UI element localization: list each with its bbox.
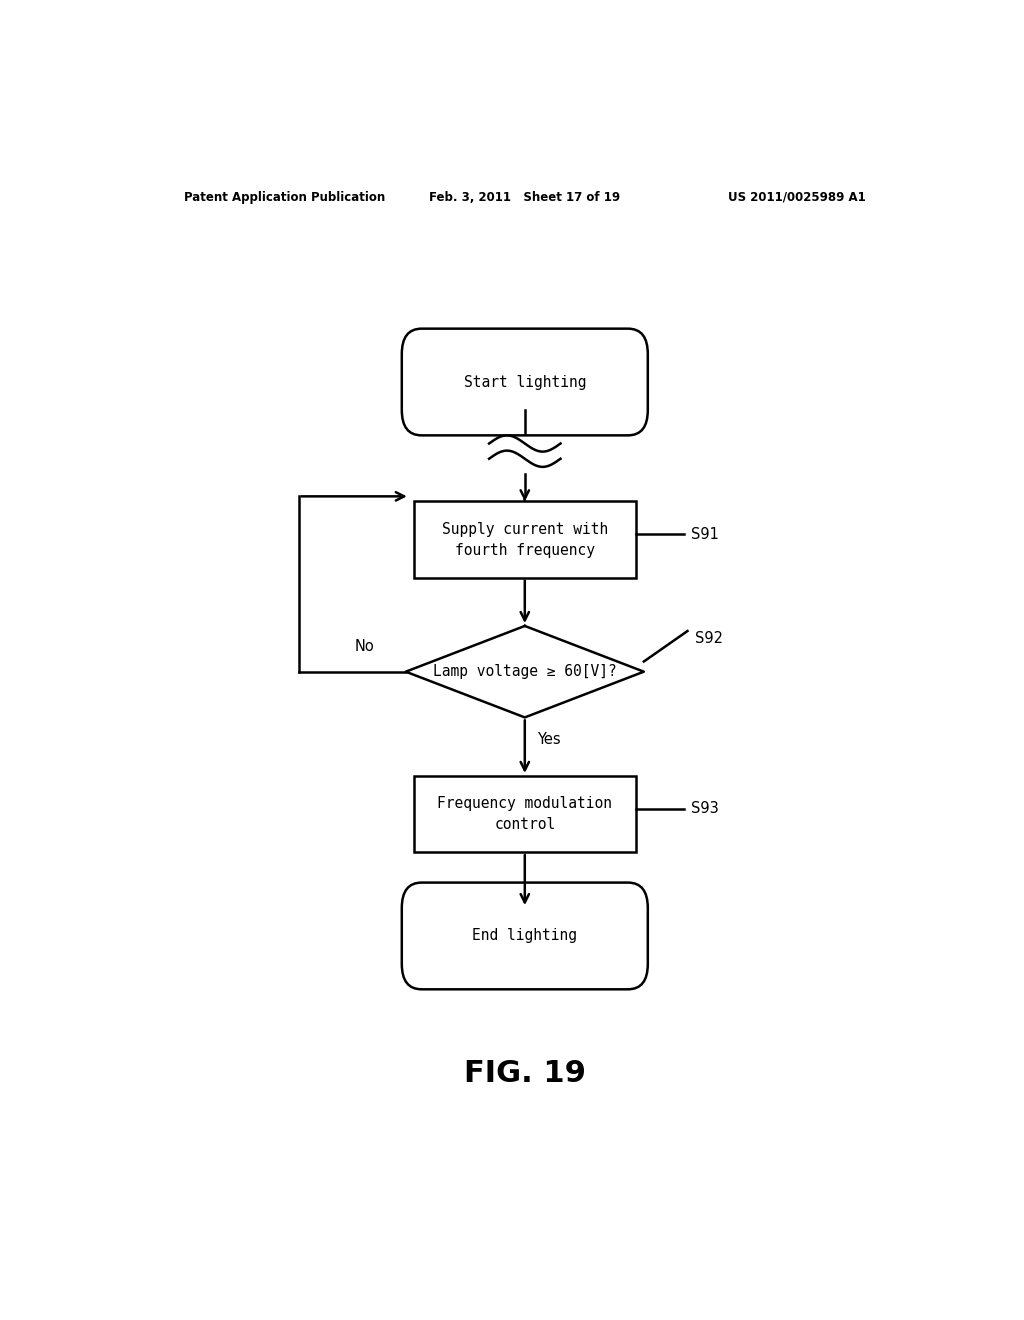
- Text: Lamp voltage ≥ 60[V]?: Lamp voltage ≥ 60[V]?: [433, 664, 616, 680]
- Bar: [414, 776, 636, 853]
- Text: FIG. 19: FIG. 19: [464, 1059, 586, 1088]
- Text: Patent Application Publication: Patent Application Publication: [183, 191, 385, 203]
- Polygon shape: [406, 626, 644, 718]
- Text: S93: S93: [691, 801, 719, 816]
- FancyBboxPatch shape: [401, 883, 648, 989]
- FancyBboxPatch shape: [401, 329, 648, 436]
- Text: No: No: [354, 639, 374, 653]
- Text: Supply current with
fourth frequency: Supply current with fourth frequency: [441, 521, 608, 557]
- Bar: [414, 502, 636, 578]
- Text: Frequency modulation
control: Frequency modulation control: [437, 796, 612, 832]
- Text: S91: S91: [691, 527, 719, 543]
- Text: Feb. 3, 2011   Sheet 17 of 19: Feb. 3, 2011 Sheet 17 of 19: [429, 191, 621, 203]
- Text: Start lighting: Start lighting: [464, 375, 586, 389]
- Text: End lighting: End lighting: [472, 928, 578, 944]
- Text: S92: S92: [695, 631, 723, 645]
- Text: US 2011/0025989 A1: US 2011/0025989 A1: [728, 191, 866, 203]
- Text: Yes: Yes: [537, 733, 560, 747]
